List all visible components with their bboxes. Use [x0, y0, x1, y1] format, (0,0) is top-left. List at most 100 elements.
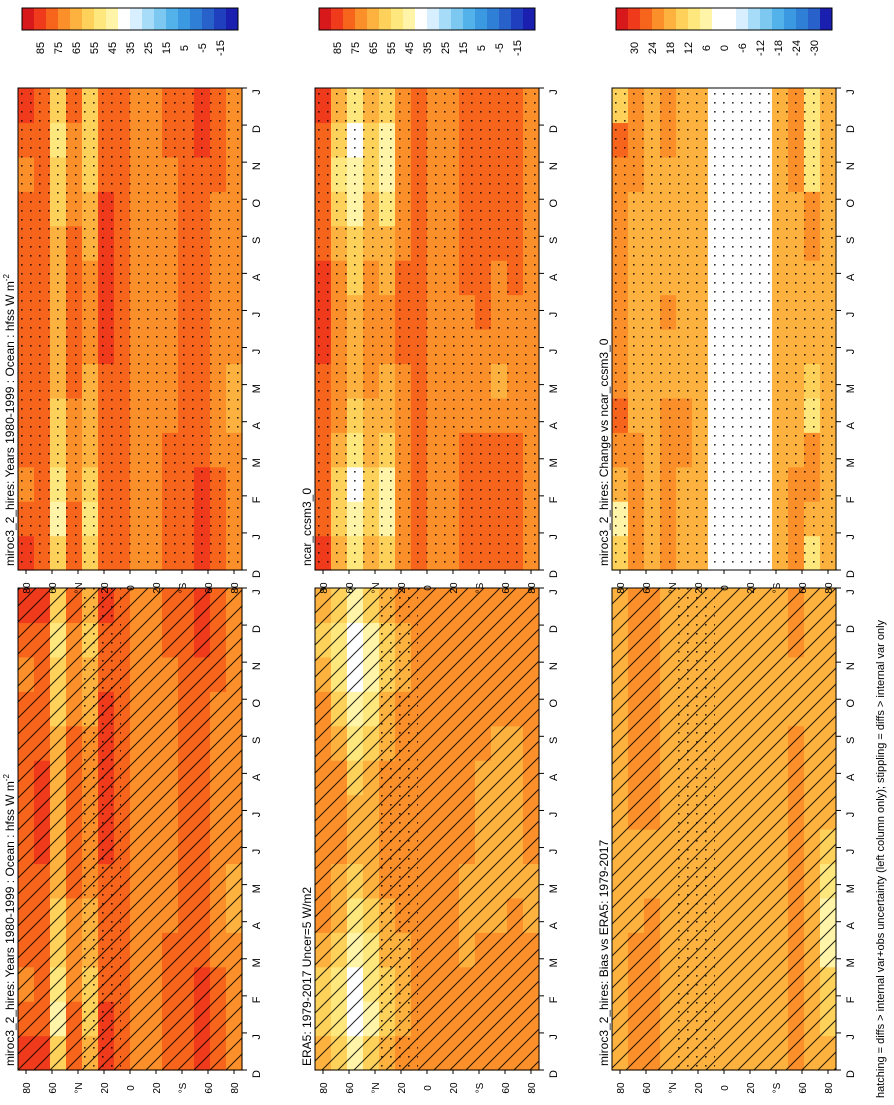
colorbar-swatch — [355, 8, 368, 30]
colorbar-swatch — [214, 8, 227, 30]
month-tick-label: O — [845, 699, 857, 708]
colorbar-label: 24 — [647, 42, 659, 54]
month-tick-label: A — [845, 773, 857, 781]
lat-tick-label: °S — [475, 1082, 486, 1093]
month-tick-label: J — [251, 89, 263, 95]
lat-tick-label: 60 — [345, 582, 356, 594]
colorbar-label: 65 — [368, 42, 380, 54]
lat-tick-label: 20 — [694, 1082, 705, 1094]
colorbar-label: -15 — [512, 40, 524, 56]
colorbar-label: 25 — [440, 42, 452, 54]
month-tick-label: J — [548, 534, 560, 540]
month-tick-label: D — [548, 125, 560, 133]
hatching-overlay — [315, 588, 539, 1070]
colorbar-label: 15 — [161, 42, 173, 54]
month-tick-label: J — [548, 349, 560, 355]
colorbar-swatch — [142, 8, 155, 30]
colorbar-swatch — [379, 8, 392, 30]
lat-tick-label: 20 — [449, 582, 460, 594]
lat-tick-label: 20 — [397, 1082, 408, 1094]
stippling-overlay — [80, 588, 122, 1070]
colorbar-swatch — [94, 8, 107, 30]
colorbar-label: 55 — [386, 42, 398, 54]
panel-title-sup: -2 — [2, 774, 11, 782]
colorbar-swatch — [820, 8, 833, 30]
month-tick-label: J — [845, 849, 857, 855]
colorbar-swatch — [154, 8, 167, 30]
month-tick-label: D — [845, 570, 857, 578]
colorbar-swatch — [772, 8, 785, 30]
month-tick-label: A — [251, 921, 263, 929]
month-tick-label: J — [251, 349, 263, 355]
lat-tick-label: 80 — [319, 582, 330, 594]
colorbar-label: 35 — [422, 42, 434, 54]
month-tick-label: M — [251, 958, 263, 967]
colorbar-label: 35 — [125, 42, 137, 54]
lat-tick-label: 0 — [126, 585, 137, 591]
lat-tick-label: °N — [371, 1082, 382, 1093]
colorbar-label: 6 — [701, 45, 713, 51]
colorbar-swatch — [22, 8, 35, 30]
panel-title: miroc3_2_hires: Years 1980-1999 : Ocean … — [2, 274, 17, 566]
month-tick-label: N — [845, 662, 857, 670]
month-tick-label: N — [548, 162, 560, 170]
colorbar-swatch — [784, 8, 797, 30]
lat-tick-label: 20 — [746, 582, 757, 594]
panel-title: ncar_ccsm3_0 — [300, 488, 314, 566]
month-tick-label: J — [845, 89, 857, 95]
lat-tick-label: °S — [772, 1082, 783, 1093]
month-tick-label: F — [845, 996, 857, 1003]
month-tick-label: O — [251, 699, 263, 708]
colorbar-label: 75 — [53, 42, 65, 54]
colorbar-frame — [318, 7, 536, 31]
hatching-overlay — [612, 588, 836, 1070]
colorbar-swatch — [712, 8, 725, 30]
lat-tick-label: 20 — [746, 1082, 757, 1094]
lat-tick-label: °S — [475, 582, 486, 593]
colorbar-swatch — [367, 8, 380, 30]
month-tick-label: J — [845, 812, 857, 818]
colorbar-swatch — [34, 8, 47, 30]
colorbar-swatch — [475, 8, 488, 30]
month-tick-label: J — [548, 849, 560, 855]
month-tick-label: J — [251, 812, 263, 818]
colorbar-swatch — [499, 8, 512, 30]
month-tick-label: D — [251, 625, 263, 633]
month-tick-label: F — [251, 996, 263, 1003]
panel-p5: D J F M A M J J A S O N D J 80 60 °N 20 0 20 °S 60 80 ncar_ccsm… — [300, 7, 560, 594]
panel-title: miroc3_2_hires: Years 1980-1999 : Ocean … — [2, 774, 17, 1066]
month-tick-label: J — [845, 312, 857, 318]
lat-tick-label: 80 — [824, 1082, 835, 1094]
lat-tick-label: 60 — [345, 1082, 356, 1094]
colorbar-swatch — [796, 8, 809, 30]
colorbar-swatch — [724, 8, 737, 30]
colorbar-label: 15 — [458, 42, 470, 54]
colorbar-swatch — [748, 8, 761, 30]
lat-tick-label: °S — [178, 1082, 189, 1093]
month-tick-label: D — [548, 625, 560, 633]
lat-tick-label: °S — [178, 582, 189, 593]
month-tick-label: J — [845, 349, 857, 355]
stippling-overlay — [18, 88, 242, 570]
month-tick-label: A — [548, 773, 560, 781]
colorbar-label: -5 — [197, 43, 209, 53]
month-tick-label: S — [548, 737, 560, 744]
colorbar-swatch — [760, 8, 773, 30]
month-tick-label: M — [251, 458, 263, 467]
month-tick-label: J — [251, 1034, 263, 1040]
month-tick-label: J — [845, 1034, 857, 1040]
lat-tick-label: 80 — [824, 582, 835, 594]
month-tick-label: N — [251, 162, 263, 170]
colorbar-label: 45 — [107, 42, 119, 54]
colorbar-swatch — [451, 8, 464, 30]
month-tick-label: F — [845, 496, 857, 503]
colorbar-swatch — [640, 8, 653, 30]
colorbar-label: 45 — [404, 42, 416, 54]
colorbar-label: -30 — [809, 40, 821, 56]
colorbar-label: 18 — [665, 42, 677, 54]
month-tick-label: J — [548, 312, 560, 318]
hatching-overlay — [18, 588, 242, 1070]
lat-tick-label: 80 — [527, 582, 538, 594]
